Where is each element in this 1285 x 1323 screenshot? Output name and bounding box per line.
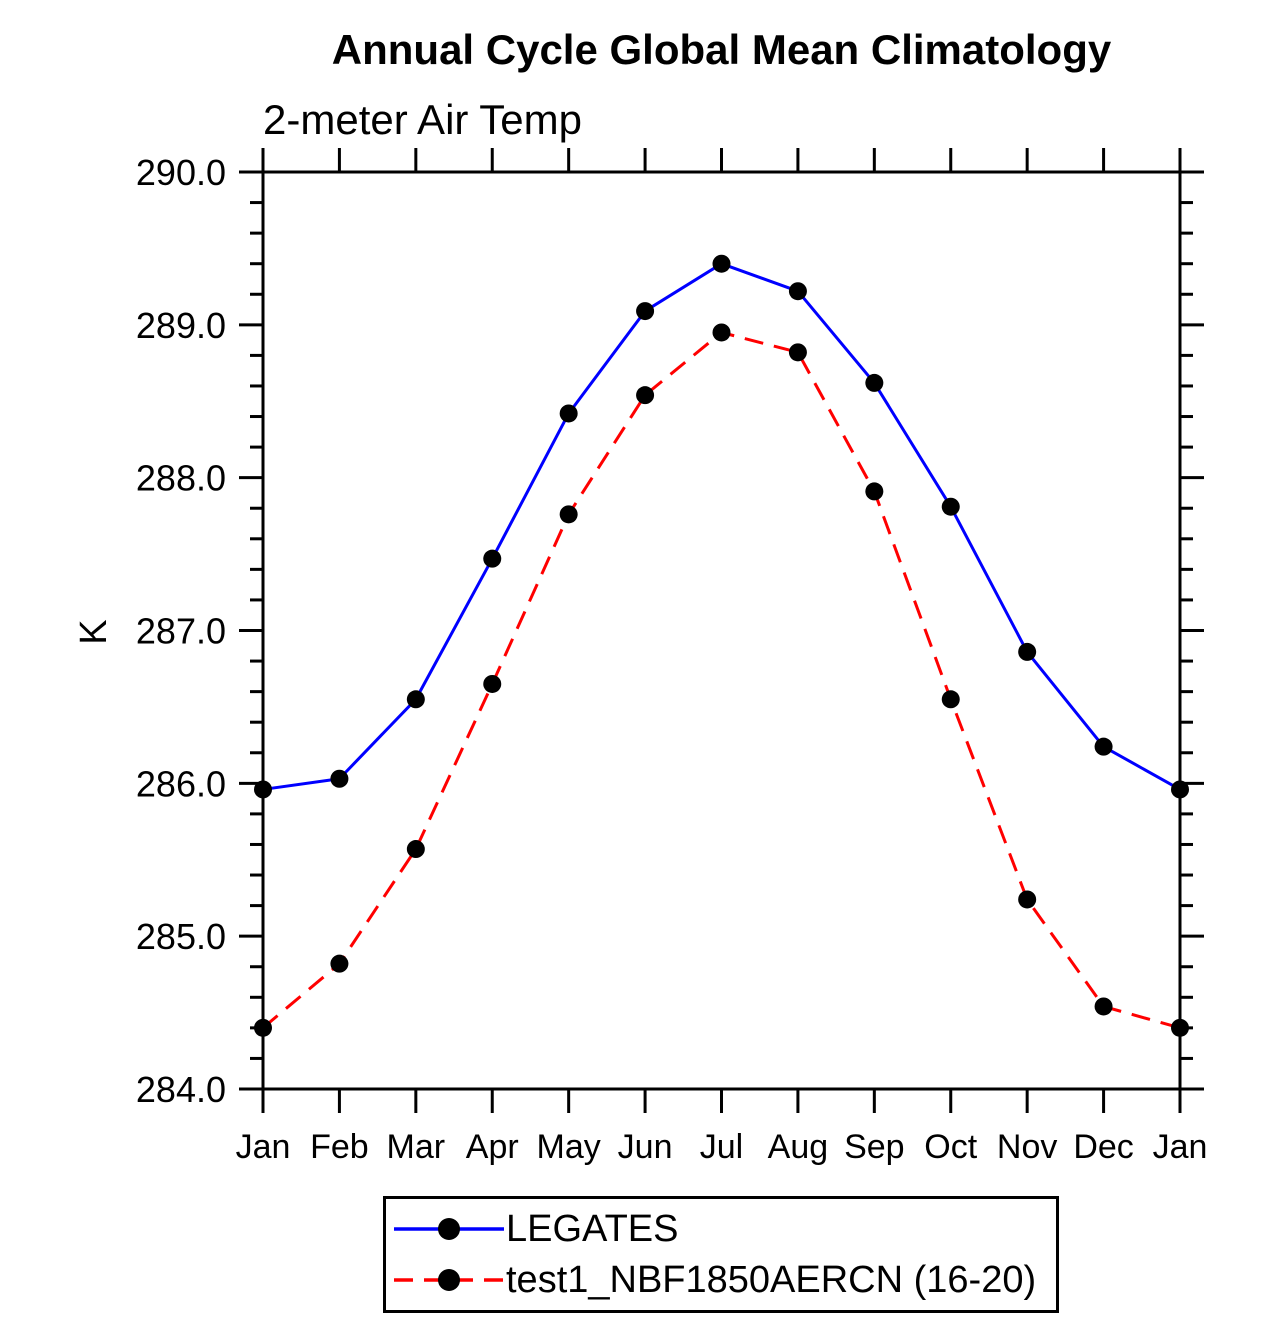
y-tick-labels: 284.0 285.0 286.0 287.0 288.0 289.0 290.0	[136, 152, 226, 1110]
legend-item-series-1: test1_NBF1850AERCN (16-20)	[392, 1258, 1056, 1302]
legend-label-series-1: test1_NBF1850AERCN (16-20)	[506, 1259, 1037, 1302]
y-tick-label: 289.0	[136, 305, 226, 346]
x-tick-label: Sep	[844, 1128, 905, 1166]
legend-label-series-0: LEGATES	[506, 1207, 679, 1250]
legend-item-series-0: LEGATES	[392, 1207, 1056, 1251]
x-tick-label: Aug	[768, 1128, 829, 1166]
legend-line-sample-solid	[394, 1217, 504, 1240]
x-tick-label: Jan	[1153, 1128, 1208, 1166]
x-tick-label: Jun	[618, 1128, 673, 1166]
series-markers-1	[254, 323, 1189, 1037]
chart-title: Annual Cycle Global Mean Climatology	[331, 26, 1112, 73]
y-tick-label: 287.0	[136, 611, 226, 652]
y-tick-label: 290.0	[136, 152, 226, 193]
chart-subtitle: 2-meter Air Temp	[263, 96, 582, 143]
y-tick-label: 286.0	[136, 763, 226, 804]
x-tick-label: Dec	[1073, 1128, 1133, 1166]
x-axis-ticks	[261, 148, 1182, 1113]
plot-frame	[261, 170, 1182, 1091]
x-tick-label: Oct	[924, 1128, 977, 1166]
legend-line-sample-dashed	[394, 1269, 504, 1292]
x-tick-label: Feb	[310, 1128, 369, 1166]
y-tick-label: 284.0	[136, 1069, 226, 1110]
legend: LEGATES test1_NBF1850AERCN (16-20)	[383, 1196, 1059, 1313]
x-tick-label: Jan	[236, 1128, 291, 1166]
x-tick-label: Jul	[700, 1128, 743, 1166]
series-line-1	[262, 330, 1181, 1030]
series-markers-0	[254, 254, 1189, 799]
x-tick-label: May	[537, 1128, 601, 1166]
y-tick-label: 288.0	[136, 458, 226, 499]
x-tick-labels: Jan Feb Mar Apr May Jun Jul Aug Sep Oct Nov Dec Jan	[236, 1128, 1208, 1166]
x-tick-label: Nov	[997, 1128, 1057, 1166]
x-tick-label: Mar	[387, 1128, 446, 1166]
series-line-0	[262, 262, 1181, 791]
y-axis-ticks	[239, 170, 1204, 1091]
x-tick-label: Apr	[466, 1128, 519, 1166]
y-tick-label: 285.0	[136, 916, 226, 957]
